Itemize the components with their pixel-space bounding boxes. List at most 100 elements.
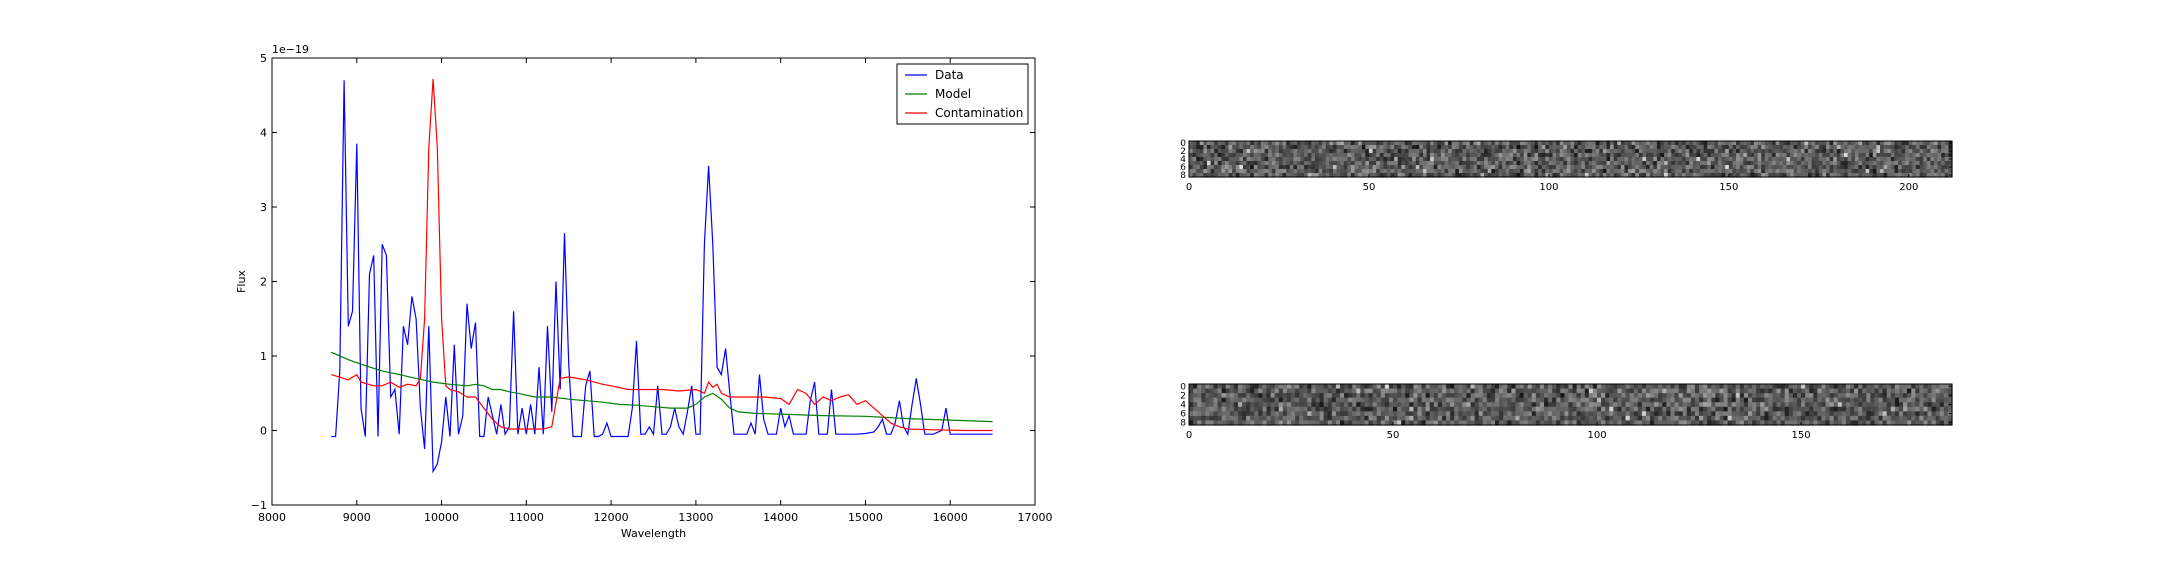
image-cell [1354,141,1359,146]
image-cell [1887,149,1892,154]
image-cell [1941,169,1946,174]
image-cell [1466,145,1471,150]
image-cell [1237,411,1243,417]
image-cell [1437,415,1443,422]
image-cell [1624,141,1629,146]
image-cell [1833,393,1839,399]
image-cell [1372,149,1377,154]
image-cell [1274,420,1280,426]
image-cell [1613,169,1618,174]
image-cell [1903,406,1908,412]
image-cell [1808,141,1813,146]
image-cell [1412,157,1417,162]
image-cell [1686,388,1692,394]
image-cell [1869,165,1874,170]
image-cell [1437,157,1442,162]
image-cell [1486,384,1492,390]
image-cell [1350,173,1356,178]
image-cell [1631,149,1636,154]
image-cell [1380,406,1386,412]
image-cell [1905,165,1910,170]
image-cell [1880,145,1885,150]
image-cell [1890,173,1896,178]
image-cell [1685,145,1690,150]
image-cell [1943,393,1949,399]
image-cell [1217,388,1223,394]
image-cell [1368,153,1374,158]
image-cell [1692,161,1698,166]
image-cell [1690,411,1696,417]
image-cell [1189,406,1194,412]
image-cell [1365,173,1370,178]
image-cell [1739,415,1745,422]
image-cell [1270,415,1276,422]
image-cell [1470,406,1476,412]
image-cell [1916,149,1921,154]
image-cell [1764,165,1770,170]
image-cell [1401,402,1406,408]
image-cell [1898,173,1903,178]
image-cell [1690,406,1696,412]
image-cell [1793,149,1798,154]
image-cell [1225,411,1231,417]
image-cell [1274,388,1280,394]
image-cell [1520,157,1525,162]
image-cell [1905,145,1910,150]
image-cell [1601,402,1606,408]
image-cell [1764,411,1769,417]
image-cell [1772,406,1778,412]
image-cell [1878,411,1884,417]
image-cell [1646,145,1651,150]
image-cell [1502,173,1507,178]
image-cell [1462,402,1468,408]
image-cell [1866,406,1871,412]
image-cell [1931,411,1937,417]
image-cell [1625,411,1631,417]
image-cell [1878,406,1884,412]
image-cell [1437,406,1443,412]
image-cell [1441,415,1447,422]
image-cell [1818,173,1824,178]
image-cell [1494,169,1500,174]
image-cell [1401,411,1406,417]
image-cell [1711,397,1716,403]
image-cell [1356,388,1361,394]
image-cell [1858,165,1863,170]
image-cell [1682,411,1688,417]
image-cell [1539,384,1545,390]
image-cell [1282,384,1288,390]
image-cell [1754,165,1759,170]
image-cell [1947,406,1953,412]
image-cell [1401,393,1406,399]
image-cell [1495,393,1500,399]
image-cell [1576,397,1582,403]
image-cell [1719,406,1725,412]
image-cell [1588,169,1593,174]
image-cell [1581,165,1586,170]
image-cell [1743,411,1749,417]
image-cell [1203,169,1208,174]
image-cell [1797,145,1802,150]
image-cell [1894,141,1899,146]
image-cell [1786,149,1791,154]
image-cell [1735,388,1741,394]
image-cell [1732,161,1737,166]
image-cell [1201,393,1206,399]
image-cell [1469,173,1474,178]
image-cell [1728,173,1734,178]
image-cell [1656,173,1662,178]
image-cell [1670,411,1676,417]
image-cell [1271,169,1276,174]
image-cell [1433,411,1439,417]
image-cell [1757,157,1762,162]
image-cell [1196,141,1201,146]
image-cell [1322,149,1327,154]
image-cell [1641,420,1647,426]
image-cell [1224,161,1230,166]
image-cell [1642,161,1647,166]
image-cell [1739,406,1745,412]
image-cell [1666,415,1672,422]
image-cell [1217,393,1223,399]
image-cell [1621,406,1627,412]
image-cell [1405,388,1410,394]
